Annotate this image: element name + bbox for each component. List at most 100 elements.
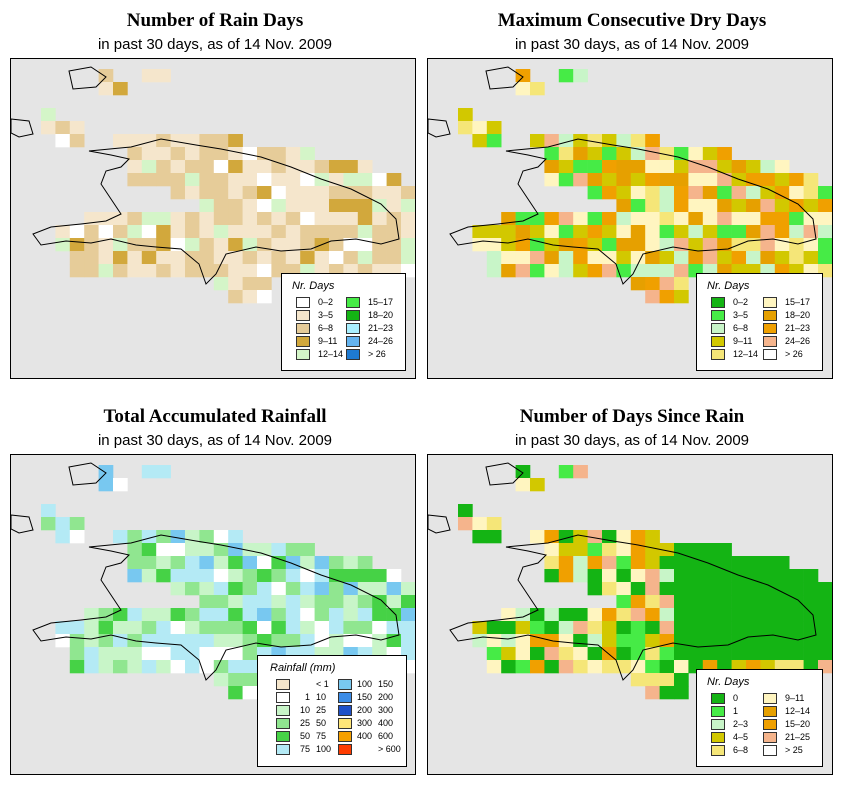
- grid-cell: [602, 582, 617, 596]
- grid-cell: [141, 543, 157, 557]
- grid-cell: [329, 595, 344, 609]
- grid-cell: [486, 134, 502, 148]
- grid-cell: [285, 595, 301, 609]
- grid-cell: [717, 212, 732, 226]
- grid-cell: [185, 543, 200, 557]
- grid-cell: [199, 569, 215, 583]
- grid-cell: [84, 634, 99, 648]
- grid-cell: [558, 160, 574, 174]
- grid-cell: [587, 173, 603, 187]
- grid-cell: [774, 556, 790, 570]
- grid-cell: [199, 543, 215, 557]
- grid-cell: [530, 530, 545, 544]
- legend-swatch: [711, 297, 725, 308]
- grid-cell: [616, 212, 632, 226]
- grid-cell: [98, 621, 114, 635]
- grid-cell: [343, 569, 359, 583]
- grid-cell: [141, 608, 157, 622]
- grid-cell: [573, 465, 588, 479]
- grid-cell: [645, 569, 660, 583]
- legend-swatch: [763, 706, 777, 717]
- grid-cell: [228, 582, 243, 596]
- grid-cell: [530, 212, 545, 226]
- grid-cell: [170, 160, 186, 174]
- legend-swatch: [711, 323, 725, 334]
- grid-cell: [170, 147, 186, 161]
- grid-cell: [329, 186, 344, 200]
- grid-cell: [285, 186, 301, 200]
- grid-cell: [688, 608, 704, 622]
- grid-cell: [156, 465, 171, 479]
- grid-cell: [271, 225, 287, 239]
- grid-cell: [213, 264, 229, 278]
- map-grid: [428, 66, 832, 304]
- grid-cell: [630, 608, 646, 622]
- grid-cell: [170, 543, 186, 557]
- grid-cell: [357, 621, 373, 635]
- legend-range-from: 1: [304, 692, 310, 702]
- grid-cell: [228, 543, 243, 557]
- grid-cell: [199, 634, 215, 648]
- grid-cell: [630, 673, 646, 687]
- grid-cell: [630, 160, 646, 174]
- grid-cell: [573, 621, 588, 635]
- legend-label: 6–8: [733, 745, 749, 755]
- legend-swatch: [338, 718, 352, 729]
- grid-cell: [760, 199, 776, 213]
- grid-cell: [228, 264, 243, 278]
- grid-cell: [357, 212, 373, 226]
- grid-cell: [228, 290, 243, 304]
- grid-cell: [659, 595, 675, 609]
- grid-cell: [501, 634, 516, 648]
- grid-cell: [401, 186, 415, 200]
- grid-cell: [659, 173, 675, 187]
- grid-cell: [674, 595, 689, 609]
- grid-cell: [587, 238, 603, 252]
- legend-label: 21–23: [785, 323, 811, 333]
- grid-cell: [228, 530, 243, 544]
- grid-cell: [602, 160, 617, 174]
- legend-swatch: [338, 731, 352, 742]
- grid-cell: [717, 543, 732, 557]
- grid-cell: [803, 173, 819, 187]
- grid-cell: [199, 582, 215, 596]
- grid-cell: [717, 186, 732, 200]
- grid-cell: [674, 647, 689, 661]
- grid-cell: [314, 556, 330, 570]
- grid-cell: [659, 290, 675, 304]
- grid-cell: [746, 186, 761, 200]
- grid-cell: [285, 556, 301, 570]
- legend-range-from: 50: [299, 731, 310, 741]
- legend-swatch: [296, 349, 310, 360]
- grid-cell: [199, 264, 215, 278]
- grid-cell: [314, 582, 330, 596]
- grid-cell: [760, 634, 776, 648]
- grid-cell: [558, 621, 574, 635]
- grid-cell: [401, 199, 415, 213]
- grid-cell: [674, 225, 689, 239]
- grid-cell: [257, 186, 272, 200]
- grid-cell: [558, 264, 574, 278]
- grid-cell: [242, 173, 258, 187]
- grid-cell: [530, 647, 545, 661]
- grid-cell: [702, 147, 718, 161]
- grid-cell: [630, 660, 646, 674]
- grid-cell: [343, 212, 359, 226]
- grid-cell: [674, 686, 689, 700]
- grid-cell: [41, 121, 56, 135]
- grid-cell: [185, 621, 200, 635]
- legend-range-from: 200: [356, 705, 372, 715]
- grid-cell: [774, 582, 790, 596]
- grid-cell: [544, 173, 560, 187]
- grid-cell: [329, 582, 344, 596]
- grid-cell: [674, 251, 689, 265]
- legend-swatch: [711, 719, 725, 730]
- grid-cell: [774, 212, 790, 226]
- grid-cell: [228, 686, 243, 700]
- grid-cell: [300, 147, 315, 161]
- grid-cell: [170, 134, 186, 148]
- grid-cell: [228, 608, 243, 622]
- grid-cell: [199, 556, 215, 570]
- grid-cell: [659, 225, 675, 239]
- grid-cell: [386, 186, 402, 200]
